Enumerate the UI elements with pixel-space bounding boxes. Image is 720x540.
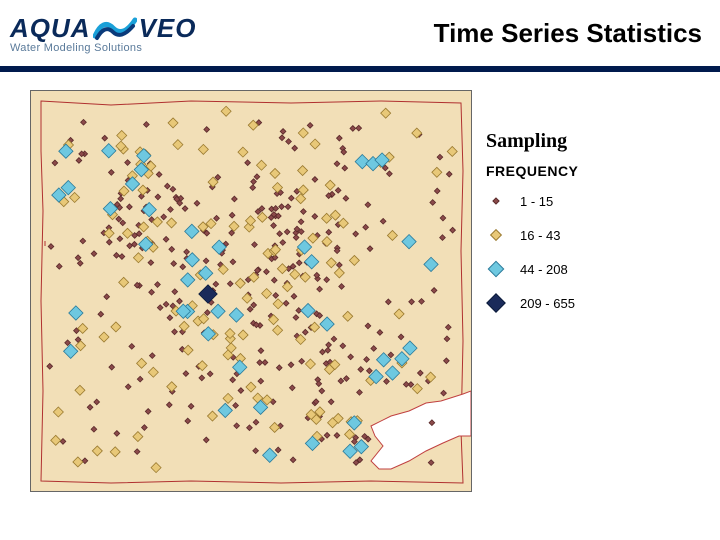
legend-subtitle: FREQUENCY (486, 163, 578, 179)
logo-text-b: VEO (139, 13, 197, 44)
logo-main: AQUA VEO (10, 13, 196, 44)
legend-item: 1 - 15 (486, 191, 578, 211)
page-title: Time Series Statistics (434, 18, 702, 49)
legend-item: 16 - 43 (486, 225, 578, 245)
legend-label: 16 - 43 (520, 228, 560, 243)
legend-symbol (486, 191, 506, 211)
legend-symbol (486, 293, 506, 313)
legend-items: 1 - 15 16 - 43 44 - 208 209 - 655 (486, 191, 578, 313)
content-area: Sampling FREQUENCY 1 - 15 16 - 43 44 - 208… (0, 72, 720, 510)
header-bar: AQUA VEO Water Modeling Solutions Time S… (0, 0, 720, 72)
legend-symbol (486, 259, 506, 279)
logo-subtitle: Water Modeling Solutions (10, 42, 196, 54)
legend-label: 1 - 15 (520, 194, 553, 209)
logo: AQUA VEO Water Modeling Solutions (10, 13, 196, 54)
legend-item: 209 - 655 (486, 293, 578, 313)
legend: Sampling FREQUENCY 1 - 15 16 - 43 44 - 208… (486, 90, 578, 492)
legend-label: 209 - 655 (520, 296, 575, 311)
legend-title: Sampling (486, 130, 578, 153)
legend-symbol (486, 225, 506, 245)
legend-item: 44 - 208 (486, 259, 578, 279)
legend-label: 44 - 208 (520, 262, 568, 277)
map-frame (30, 90, 472, 492)
logo-text-a: AQUA (10, 13, 91, 44)
wave-icon (93, 14, 137, 42)
sampling-map (31, 91, 471, 491)
